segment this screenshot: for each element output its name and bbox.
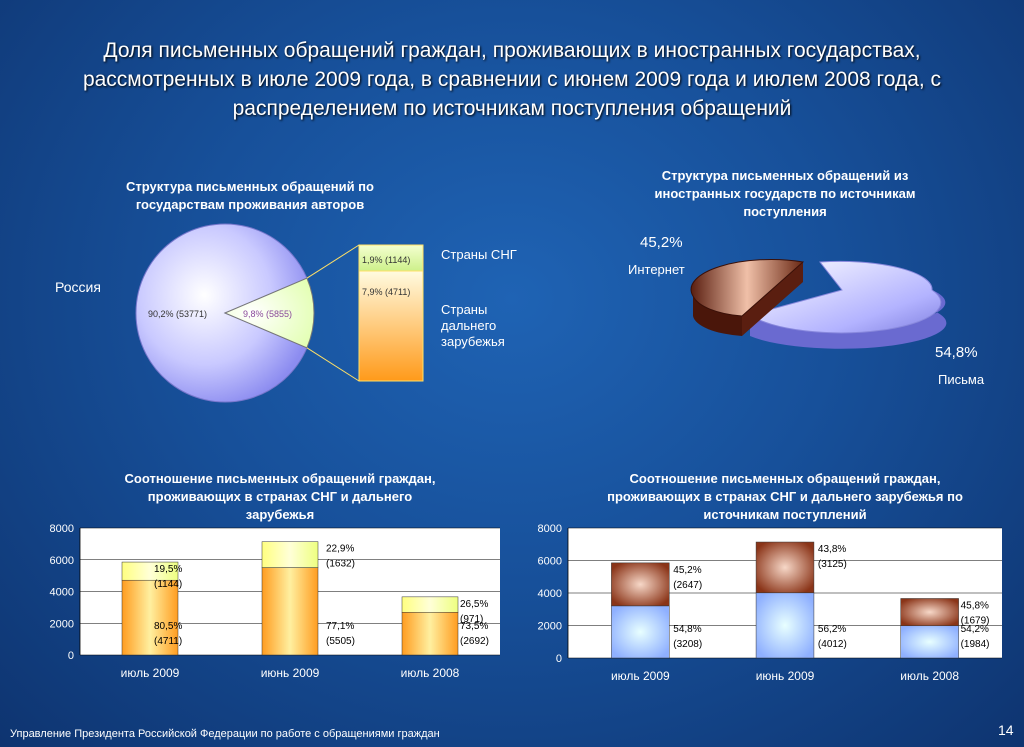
label-cis-value: 1,9% (1144) xyxy=(362,255,411,265)
data-label: 43,8% xyxy=(818,544,846,555)
data-label: 26,5% xyxy=(460,599,488,610)
label-internet: Интернет xyxy=(628,262,685,277)
data-label-count: (5505) xyxy=(326,636,355,647)
bar-upper xyxy=(261,541,319,568)
data-label-count: (1144) xyxy=(154,579,182,590)
data-label: 77,1% xyxy=(326,621,354,632)
bar-upper xyxy=(611,562,670,607)
bar-lower xyxy=(261,567,319,656)
data-label: 45,8% xyxy=(961,600,989,611)
bar-chart-1-title: Соотношение письменных обращений граждан… xyxy=(124,471,436,522)
bar-chart-2-title: Соотношение письменных обращений граждан… xyxy=(607,471,963,522)
y-tick-label: 6000 xyxy=(50,555,74,567)
pie-slice-russia xyxy=(135,223,308,403)
data-label-count: (1679) xyxy=(961,615,990,626)
data-label-count: (1984) xyxy=(961,639,990,650)
data-label-count: (971) xyxy=(460,614,483,625)
label-cis: Страны СНГ xyxy=(441,247,517,262)
bar-lower xyxy=(755,592,815,659)
footer-text: Управление Президента Российской Федерац… xyxy=(10,728,440,740)
label-russia: Россия xyxy=(55,279,101,295)
data-label: 80,5% xyxy=(154,621,182,632)
data-label: 45,2% xyxy=(673,565,701,576)
label-far-value: 7,9% (4711) xyxy=(362,287,411,297)
data-label-count: (3208) xyxy=(673,639,702,650)
label-letters: Письма xyxy=(938,372,985,387)
x-tick-label: июнь 2009 xyxy=(261,666,320,680)
bar-chart-2-group: 0 2000 4000 6000 8000 54,8% (3208) 45,2% (2647) и… xyxy=(538,523,1002,683)
data-label: 54,8% xyxy=(673,624,701,635)
bar-upper xyxy=(900,598,959,627)
pie-slice-foreign xyxy=(223,277,315,349)
data-label-count: (2647) xyxy=(673,580,702,591)
data-label-count: (2692) xyxy=(460,636,489,647)
data-label: 56,2% xyxy=(818,624,846,635)
connector-top xyxy=(306,244,360,279)
data-label: 22,9% xyxy=(326,544,354,555)
label-far: Страны дальнего зарубежья xyxy=(441,302,505,349)
y-tick-label: 8000 xyxy=(538,523,562,535)
pie-countries-title: Структура письменных обращений по госуда… xyxy=(126,179,374,212)
y-tick-label: 8000 xyxy=(50,523,74,535)
pie3d-letters-side xyxy=(750,290,947,349)
column-cis xyxy=(358,244,424,272)
data-label-count: (3125) xyxy=(818,559,847,570)
x-tick-label: июль 2008 xyxy=(401,666,460,680)
slide-title: Доля письменных обращений граждан, прожи… xyxy=(82,39,942,120)
data-label-count: (4711) xyxy=(154,636,182,647)
data-label: 19,5% xyxy=(154,564,182,575)
bar-upper xyxy=(121,561,179,581)
x-tick-label: июнь 2009 xyxy=(756,669,815,683)
bar-lower xyxy=(401,612,459,656)
data-label-count: (1632) xyxy=(326,559,355,570)
bar-lower xyxy=(900,625,959,659)
bar-upper xyxy=(401,596,459,613)
label-russia-value: 90,2% (53771) xyxy=(148,309,208,319)
pie3d-internet-top xyxy=(690,259,805,317)
bar-lower xyxy=(121,579,179,656)
x-tick-label: июль 2008 xyxy=(900,669,959,683)
y-tick-label: 6000 xyxy=(538,556,562,568)
y-tick-label: 0 xyxy=(68,650,74,662)
y-tick-label: 4000 xyxy=(538,588,562,600)
page-number: 14 xyxy=(998,722,1014,738)
data-label: 54,2% xyxy=(961,624,989,635)
bar-chart-1-group: 0 2000 4000 6000 8000 80,5% (4711) 19,5% (1144) и… xyxy=(50,523,500,680)
y-tick-label: 4000 xyxy=(50,587,74,599)
column-far xyxy=(358,270,424,382)
bar-lower xyxy=(611,605,670,659)
pie3d-letters-top xyxy=(748,260,942,334)
connector-bottom xyxy=(306,347,360,382)
data-label: 73,5% xyxy=(460,621,488,632)
x-tick-label: июль 2009 xyxy=(611,669,670,683)
y-tick-label: 0 xyxy=(556,653,562,665)
bar-upper xyxy=(755,541,815,594)
y-tick-label: 2000 xyxy=(538,621,562,633)
y-tick-label: 2000 xyxy=(50,618,74,630)
label-internet-pct: 45,2% xyxy=(640,234,683,251)
data-label-count: (4012) xyxy=(818,639,847,650)
label-letters-pct: 54,8% xyxy=(935,344,978,361)
x-tick-label: июль 2009 xyxy=(121,666,180,680)
pie-sources-title: Структура письменных обращений из иностр… xyxy=(654,168,916,219)
pie3d-internet-front xyxy=(742,262,803,336)
label-foreign-value: 9,8% (5855) xyxy=(243,309,293,319)
